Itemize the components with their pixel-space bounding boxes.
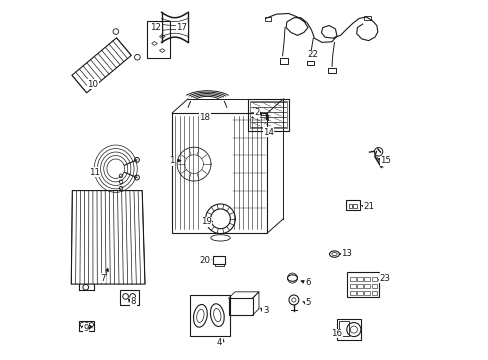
Bar [279, 58, 287, 64]
Bar [352, 204, 356, 207]
Bar [348, 204, 352, 207]
Text: 16: 16 [331, 329, 342, 338]
Text: 17: 17 [176, 23, 187, 32]
Text: 6: 6 [305, 278, 310, 287]
Text: 3: 3 [263, 306, 268, 315]
Bar [357, 284, 362, 288]
Text: 4: 4 [217, 338, 222, 347]
Bar [346, 201, 359, 210]
Text: 20: 20 [199, 256, 210, 265]
Text: 5: 5 [305, 298, 310, 307]
Bar [213, 256, 224, 264]
Bar [247, 99, 288, 131]
Bar [357, 291, 362, 295]
Bar [189, 294, 230, 336]
Bar [349, 291, 355, 295]
Text: 23: 23 [379, 274, 389, 283]
Text: 11: 11 [89, 168, 100, 177]
Bar [249, 101, 286, 129]
Bar [364, 277, 369, 281]
Text: 18: 18 [199, 113, 210, 122]
Bar [120, 290, 139, 305]
Bar [79, 321, 94, 330]
Bar [364, 16, 370, 20]
Bar [336, 319, 360, 340]
Bar [349, 284, 355, 288]
Bar [264, 17, 271, 21]
Bar [147, 21, 170, 58]
Text: 10: 10 [87, 80, 98, 89]
Bar [357, 277, 362, 281]
Bar [364, 284, 369, 288]
Text: 1: 1 [169, 156, 175, 165]
Bar [371, 291, 376, 295]
Bar [371, 277, 376, 281]
Text: 7: 7 [100, 274, 105, 283]
Bar [338, 321, 348, 336]
Text: 19: 19 [201, 217, 211, 226]
Text: 13: 13 [341, 249, 351, 258]
Text: 9: 9 [83, 324, 88, 333]
Text: 8: 8 [130, 297, 136, 306]
Text: 21: 21 [363, 202, 373, 211]
Bar [371, 284, 376, 288]
Bar [364, 291, 369, 295]
Text: 22: 22 [307, 50, 318, 59]
Bar [306, 61, 313, 66]
Text: 15: 15 [379, 156, 390, 165]
Bar [228, 298, 252, 315]
Text: 14: 14 [263, 128, 273, 137]
Bar [349, 277, 355, 281]
Bar [346, 273, 378, 297]
Bar [172, 113, 267, 233]
Bar [328, 68, 336, 73]
Text: 2: 2 [254, 108, 259, 117]
Text: 12: 12 [150, 23, 161, 32]
